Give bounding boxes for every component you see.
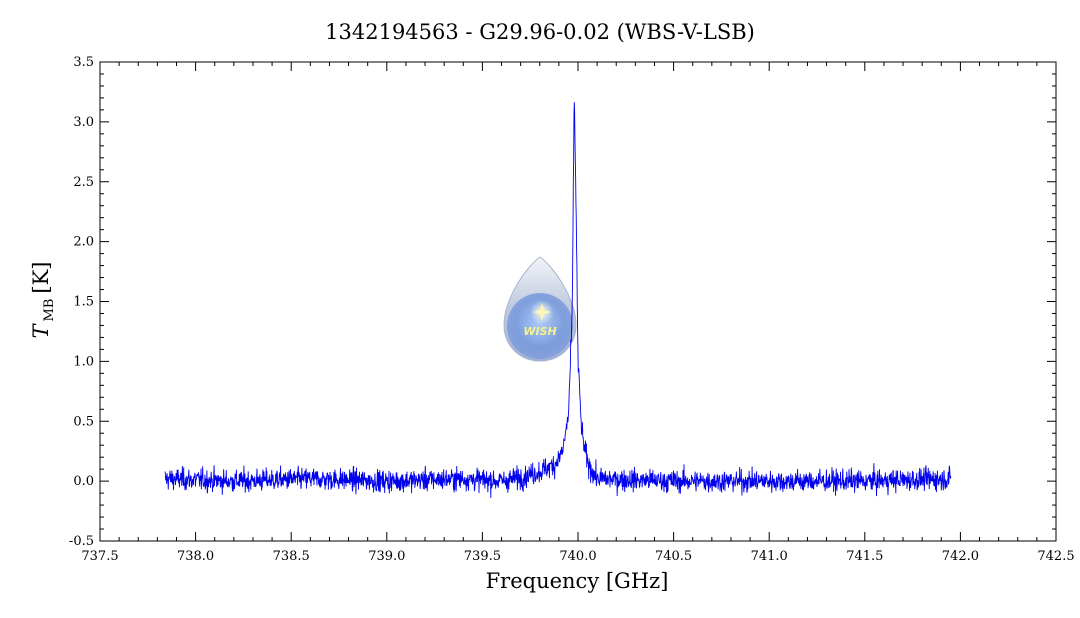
wish-logo-text: WISH — [523, 325, 556, 338]
y-tick-label: 2.5 — [73, 175, 94, 190]
x-tick-label: 739.5 — [464, 549, 501, 564]
y-tick-label: 1.0 — [73, 354, 94, 369]
x-tick-label: 741.5 — [846, 549, 883, 564]
plot-area — [164, 102, 952, 498]
x-axis-label: Frequency [GHz] — [486, 569, 669, 593]
y-tick-label: 0.5 — [73, 414, 94, 429]
y-tick-label: 2.0 — [73, 235, 94, 250]
y-tick-label: -0.5 — [69, 534, 94, 549]
x-tick-label: 740.5 — [655, 549, 692, 564]
plot-frame — [99, 61, 1057, 542]
y-axis-label: TMB [K] — [29, 262, 57, 339]
x-tick-label: 738.0 — [177, 549, 214, 564]
axes: 737.5 738.0 738.5 739.0 739.5 740.0 740.5 741.0… — [69, 55, 1075, 564]
chart-title: 1342194563 - G29.96-0.02 (WBS-V-LSB) — [325, 20, 755, 44]
x-tick-label: 741.0 — [751, 549, 788, 564]
y-axis-label-symbol: T — [29, 322, 53, 338]
y-axis-label-unit: [K] — [29, 262, 53, 294]
x-tick-label: 739.0 — [368, 549, 405, 564]
y-tick-label: 0.0 — [73, 474, 94, 489]
x-tick-label: 737.5 — [81, 549, 118, 564]
wish-logo: WISH — [503, 256, 577, 362]
y-tick-label: 1.5 — [73, 295, 94, 310]
x-tick-label: 742.5 — [1037, 549, 1074, 564]
x-tick-label: 740.0 — [559, 549, 596, 564]
y-axis-label-subscript: MB — [42, 299, 57, 322]
x-tick-label: 742.0 — [942, 549, 979, 564]
svg-text:TMB[K]: TMB [K] — [29, 262, 57, 339]
y-tick-label: 3.5 — [73, 55, 94, 70]
y-tick-label: 3.0 — [73, 115, 94, 130]
spectrum-series-line — [164, 102, 952, 498]
x-tick-label: 738.5 — [273, 549, 310, 564]
